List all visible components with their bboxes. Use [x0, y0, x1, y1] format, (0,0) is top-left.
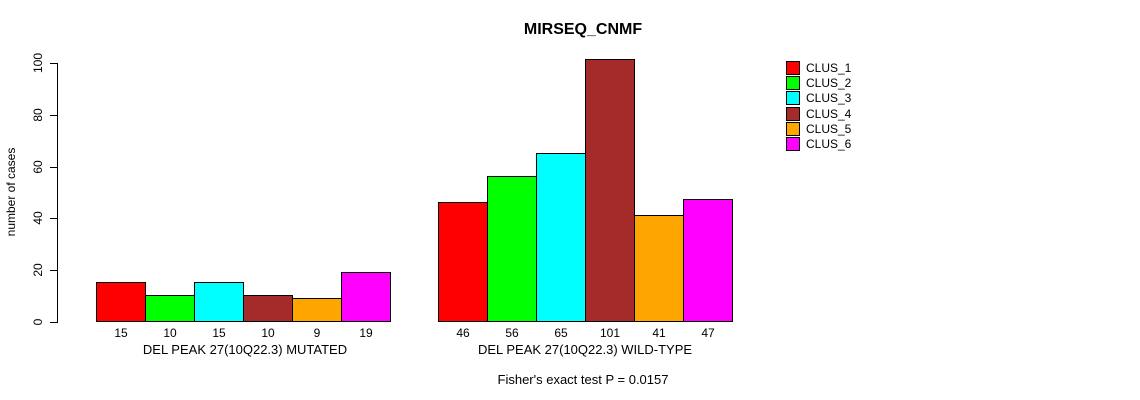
y-tick-label: 40	[31, 211, 45, 225]
bar-value-label: 46	[456, 326, 470, 340]
bar-clus_5-group1	[292, 298, 342, 322]
y-axis-title: number of cases	[4, 147, 18, 237]
legend-swatch	[786, 60, 800, 75]
y-tick-label: 60	[31, 160, 45, 174]
y-tick-mark	[50, 115, 57, 116]
legend-swatch	[786, 122, 800, 137]
fisher-test-annotation: Fisher's exact test P = 0.0157	[497, 372, 669, 387]
legend-swatch	[786, 137, 800, 152]
legend-label: CLUS_1	[806, 60, 852, 75]
bar-clus_6-group1	[341, 272, 391, 322]
legend-label: CLUS_2	[806, 75, 852, 90]
bar-value-label: 101	[599, 326, 621, 340]
y-tick-label: 80	[31, 108, 45, 122]
legend-swatch	[786, 91, 800, 106]
legend-item: CLUS_2	[786, 75, 851, 90]
bar-clus_6-group2	[683, 199, 733, 322]
bar-clus_2-group1	[145, 295, 195, 322]
y-tick-mark	[50, 63, 57, 64]
y-tick-label: 100	[31, 52, 45, 74]
bar-value-label: 19	[359, 326, 373, 340]
bar-clus_1-group1	[96, 282, 146, 322]
y-tick-label: 20	[31, 263, 45, 277]
legend-label: CLUS_3	[806, 91, 852, 106]
bar-clus_3-group1	[194, 282, 244, 322]
bar-clus_4-group1	[243, 295, 293, 322]
group-label-mutated: DEL PEAK 27(10Q22.3) MUTATED	[142, 342, 348, 357]
bar-value-label: 10	[261, 326, 275, 340]
legend-label: CLUS_4	[806, 106, 852, 121]
y-tick-label: 0	[31, 318, 45, 326]
legend-item: CLUS_3	[786, 91, 851, 106]
legend-item: CLUS_5	[786, 122, 851, 137]
chart-title: MIRSEQ_CNMF	[523, 21, 643, 38]
bar-clus_5-group2	[634, 215, 684, 322]
legend-swatch	[786, 106, 800, 121]
bar-value-label: 10	[163, 326, 177, 340]
group-label-wildtype: DEL PEAK 27(10Q22.3) WILD-TYPE	[477, 342, 693, 357]
bar-value-label: 47	[701, 326, 715, 340]
legend-label: CLUS_5	[806, 122, 852, 137]
bar-clus_3-group2	[536, 153, 586, 322]
legend-swatch	[786, 75, 800, 90]
legend-item: CLUS_4	[786, 106, 851, 121]
bar-clus_4-group2	[585, 59, 635, 322]
legend-item: CLUS_1	[786, 60, 851, 75]
bar-value-label: 41	[652, 326, 666, 340]
y-axis-line	[57, 63, 58, 323]
bar-value-label: 65	[554, 326, 568, 340]
y-tick-mark	[50, 218, 57, 219]
bar-clus_1-group2	[438, 202, 488, 322]
bar-clus_2-group2	[487, 176, 537, 322]
y-tick-mark	[50, 270, 57, 271]
bar-value-label: 15	[114, 326, 128, 340]
y-tick-mark	[50, 322, 57, 323]
bar-value-label: 56	[505, 326, 519, 340]
bar-value-label: 15	[212, 326, 226, 340]
legend: CLUS_1 CLUS_2 CLUS_3 CLUS_4 CLUS_5 CLUS_…	[786, 60, 851, 152]
legend-item: CLUS_6	[786, 137, 851, 152]
legend-label: CLUS_6	[806, 137, 852, 152]
bar-value-label: 9	[313, 326, 321, 340]
y-tick-mark	[50, 167, 57, 168]
